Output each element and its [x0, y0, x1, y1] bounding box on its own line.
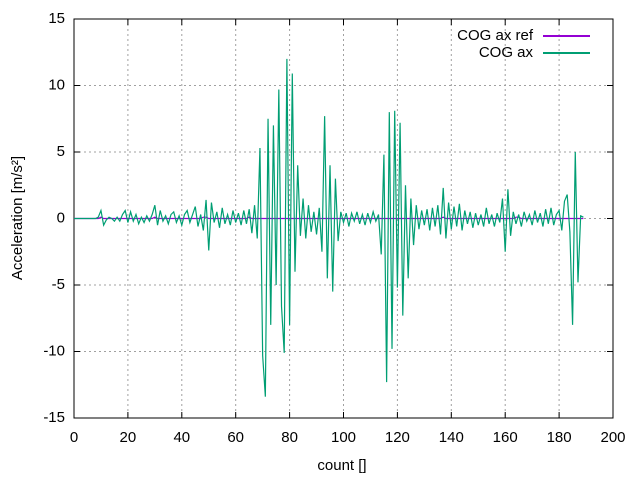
x-tick-label: 100 [331, 429, 356, 446]
y-tick-label: -5 [52, 276, 65, 293]
y-tick-label: -15 [43, 409, 65, 426]
y-tick-label: 10 [48, 76, 65, 93]
legend-label: COG ax [479, 44, 534, 61]
series-line [74, 58, 584, 397]
x-tick-label: 0 [70, 429, 78, 446]
y-tick-label: 0 [57, 209, 65, 226]
y-tick-label: -10 [43, 342, 65, 359]
x-tick-label: 60 [227, 429, 244, 446]
x-tick-label: 200 [600, 429, 625, 446]
y-axis-label: Acceleration [m/s²] [9, 156, 26, 280]
x-tick-label: 120 [385, 429, 410, 446]
x-tick-label: 160 [493, 429, 518, 446]
x-tick-label: 40 [173, 429, 190, 446]
x-tick-label: 20 [120, 429, 137, 446]
x-tick-label: 180 [547, 429, 572, 446]
y-tick-label: 5 [57, 143, 65, 160]
legend-label: COG ax ref [457, 27, 534, 44]
x-tick-label: 140 [439, 429, 464, 446]
x-axis-label: count [] [317, 457, 366, 474]
x-tick-label: 80 [281, 429, 298, 446]
y-tick-label: 15 [48, 10, 65, 27]
